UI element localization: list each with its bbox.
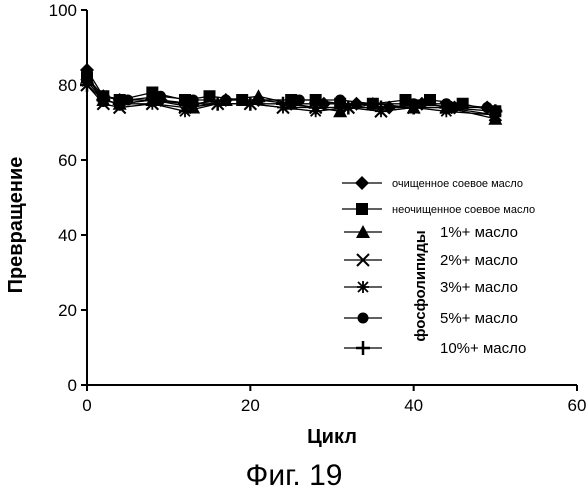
y-tick-label: 100: [49, 1, 77, 20]
legend-label: 1%+ масло: [440, 224, 518, 241]
legend-label: очищенное соевое масло: [392, 178, 523, 190]
x-tick-label: 0: [82, 396, 91, 415]
data-point-square: [424, 94, 436, 106]
legend-label: 5%+ масло: [440, 310, 518, 327]
chart-legend: очищенное соевое масло неочищенное соевое…: [342, 176, 535, 357]
series-markers: [80, 63, 502, 125]
legend-group-label: фосфолипиды: [412, 230, 429, 341]
legend-marker-asterisk: [357, 281, 369, 293]
figure-caption: Фиг. 19: [246, 459, 343, 492]
y-tick-label: 60: [58, 151, 77, 170]
y-axis-title: Превращение: [5, 157, 27, 294]
x-tick-label: 20: [241, 396, 260, 415]
legend-marker-circle: [358, 313, 369, 324]
legend-marker-diamond: [355, 176, 369, 190]
data-point-square: [457, 98, 469, 110]
y-tick-label: 20: [58, 301, 77, 320]
chart-axes: [87, 10, 577, 385]
legend-marker-square: [356, 203, 368, 215]
data-point-circle: [294, 95, 305, 106]
x-axis-title: Цикл: [307, 426, 357, 448]
legend-label: 2%+ масло: [440, 252, 518, 269]
legend-label: неочищенное соевое масло: [392, 204, 535, 216]
data-point-circle: [335, 95, 346, 106]
y-tick-label: 80: [58, 76, 77, 95]
y-tick-label: 40: [58, 226, 77, 245]
legend-label: 10%+ масло: [440, 340, 526, 357]
legend-marker-plus: [356, 341, 370, 355]
legend-label: 3%+ масло: [440, 279, 518, 296]
x-tick-label: 60: [568, 396, 587, 415]
x-tick-label: 40: [404, 396, 423, 415]
y-tick-label: 0: [68, 376, 77, 395]
